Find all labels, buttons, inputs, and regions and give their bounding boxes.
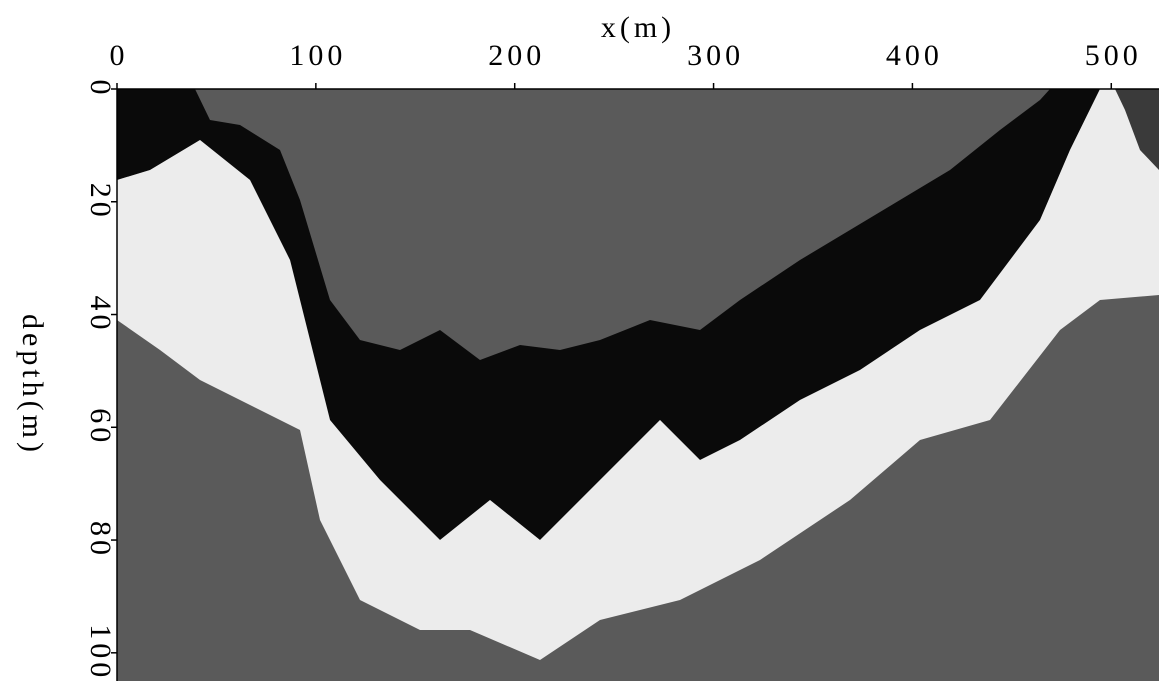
x-tick-label: 200 [488,39,545,72]
y-axis-label: depth(m) [16,314,49,456]
y-tick-label: 60 [84,408,117,446]
x-tick-label: 500 [1085,39,1142,72]
y-tick-label: 20 [84,183,117,221]
y-tick-label: 80 [84,521,117,559]
x-tick-label: 400 [886,39,943,72]
y-tick-label: 0 [84,80,117,99]
chart: x(m) depth(m) 0 100 200 300 400 500 0 20 40 60 80 1… [0,0,1159,681]
x-axis-label: x(m) [601,11,675,44]
y-tick-label: 40 [84,296,117,334]
x-tick-label: 0 [110,39,129,72]
x-tick-label: 300 [687,39,744,72]
x-tick-label: 100 [289,39,346,72]
y-tick-label: 100 [84,624,117,681]
